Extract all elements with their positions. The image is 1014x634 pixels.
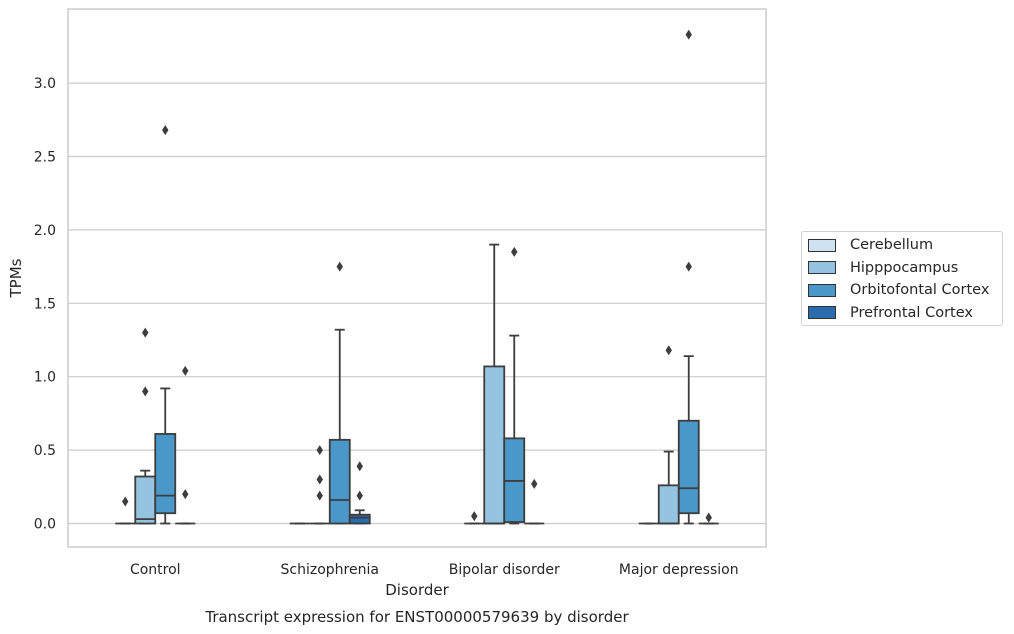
outlier-point <box>471 511 478 522</box>
chart-title: Transcript expression for ENST0000057963… <box>204 608 629 626</box>
y-tick-label: 1.5 <box>34 296 56 312</box>
legend-item: Prefrontal Cortex <box>808 303 973 323</box>
outlier-point <box>182 365 189 376</box>
legend-label: Orbitofontal Cortex <box>850 282 990 298</box>
outlier-point <box>316 474 323 485</box>
outlier-point <box>685 261 692 272</box>
outlier-point <box>142 327 149 338</box>
outlier-point <box>665 345 672 356</box>
y-tick-label: 2.0 <box>34 223 56 239</box>
legend-item: Orbitofontal Cortex <box>808 280 989 300</box>
y-tick-label: 2.5 <box>34 150 56 166</box>
y-tick-label: 0.0 <box>34 517 56 533</box>
legend-swatch <box>808 283 836 297</box>
outlier-point <box>511 246 518 257</box>
box-3-2 <box>524 478 545 525</box>
box-2-3 <box>677 29 700 525</box>
outlier-point <box>336 261 343 272</box>
box-3-0 <box>175 365 196 525</box>
box-iqr <box>348 513 371 525</box>
box-2-0 <box>154 125 177 525</box>
plot-frame <box>67 8 767 548</box>
box-1-3 <box>657 345 680 525</box>
y-tick-labels: 0.0 0.5 1.0 1.5 2.0 2.5 3.0 <box>34 76 56 532</box>
outlier-point <box>356 461 363 472</box>
outlier-point <box>142 386 149 397</box>
box-0-2 <box>464 511 485 525</box>
y-tick-label: 3.0 <box>34 76 56 92</box>
y-tick-label: 1.0 <box>34 370 56 386</box>
legend-item: Hipppocampus <box>808 258 958 278</box>
outlier-point <box>705 512 712 523</box>
x-tick-label: Control <box>130 562 181 578</box>
outlier-point <box>182 489 189 500</box>
box-1-2 <box>483 243 506 525</box>
box-3-1 <box>348 461 371 525</box>
box-0-0 <box>115 496 136 525</box>
box-1-0 <box>134 327 157 525</box>
box-iqr <box>154 433 177 515</box>
box-iqr <box>677 419 700 515</box>
box-2-2 <box>503 246 526 525</box>
x-axis-label: Disorder <box>385 581 449 599</box>
box-3-3 <box>698 512 719 525</box>
legend-label: Prefrontal Cortex <box>850 304 973 321</box>
boxes <box>115 29 719 525</box>
outlier-point <box>356 490 363 501</box>
box-1-1 <box>309 445 330 525</box>
legend-swatch <box>808 261 836 274</box>
y-axis-label: TPMs <box>7 258 25 298</box>
x-tick-label: Major depression <box>619 562 739 578</box>
x-tick-labels: Control Schizophrenia Bipolar disorder Majo… <box>130 562 739 578</box>
y-tick-label: 0.5 <box>34 443 56 459</box>
legend-label: Cerebellum <box>850 237 934 253</box>
outlier-point <box>162 125 169 136</box>
box-iqr <box>483 365 506 525</box>
outlier-point <box>316 445 323 456</box>
x-tick-label: Bipolar disorder <box>449 562 560 578</box>
box-iqr <box>134 475 157 525</box>
outlier-point <box>685 29 692 40</box>
x-tick-label: Schizophrenia <box>281 562 379 578</box>
legend-label: Hipppocampus <box>850 259 959 276</box>
outlier-point <box>531 478 538 489</box>
gridlines <box>68 82 766 525</box>
outlier-point <box>316 490 323 501</box>
outlier-point <box>122 496 129 507</box>
legend-swatch <box>808 306 836 319</box>
box-iqr <box>328 438 351 525</box>
box-iqr <box>657 484 680 525</box>
box-2-1 <box>328 261 351 525</box>
legend: Cerebellum Hipppocampus Orbitofontal Corte… <box>801 231 1003 326</box>
legend-swatch <box>808 238 836 252</box>
legend-item: Cerebellum <box>808 235 933 255</box>
